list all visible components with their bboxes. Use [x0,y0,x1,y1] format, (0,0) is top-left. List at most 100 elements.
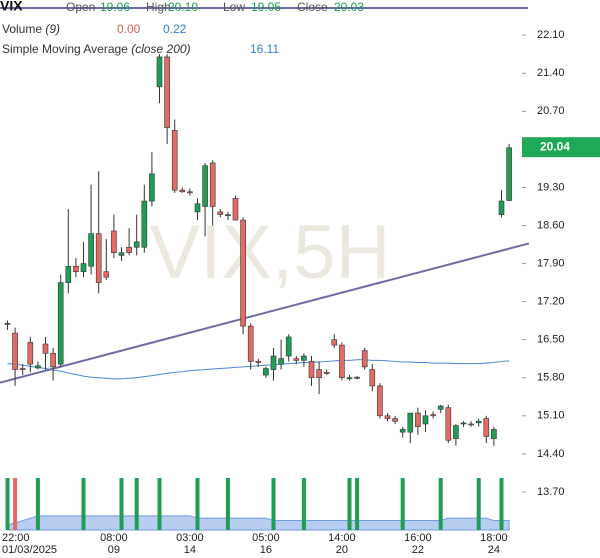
x-date-label: 01/03/2025 [2,544,57,556]
x-date-label: 14 [184,544,196,556]
volume-bar [119,478,124,530]
candle-body [27,342,34,365]
candle-body [187,191,193,194]
volume-ma-area [7,515,510,531]
candle-body [422,415,429,425]
candle-body [346,377,353,380]
candle-body [103,271,110,278]
y-tick-label: 21.40 [537,67,565,79]
volume-bar [476,478,481,530]
trend-line [0,242,530,384]
volume-bar [355,478,360,530]
candle-body [95,233,102,283]
sma-label: Simple Moving Average (close 200) [2,42,191,56]
symbol: VIX [0,0,23,14]
x-date-label: 22 [412,544,424,556]
x-tick-label: 08:00 [100,532,128,544]
y-tick-label: 20.70 [537,105,565,117]
candle-body [164,56,170,128]
candle-body [437,405,444,410]
candle-body [247,325,254,362]
candle-body [361,350,368,368]
sma-param: (close 200) [131,42,190,56]
candle-body [331,339,338,346]
volume-bar [438,478,443,530]
candle-body [65,265,72,283]
y-tick-label: 16.50 [537,334,565,346]
candle-body [35,365,41,369]
open-label: Open [66,0,95,14]
y-tick-label: 17.20 [537,296,565,308]
y-tick-label: 18.60 [537,219,565,231]
volume-bar [499,478,504,530]
last-price-label: 20.04 [540,139,570,153]
candle-body [171,130,178,191]
volume-bar [81,478,86,530]
candle-body [240,219,246,327]
candle-body [263,368,269,376]
candle-body [498,200,505,215]
candle-body [316,369,322,379]
candle-body [377,385,383,417]
open-value: 19.06 [100,0,130,14]
volume-label: Volume (9) [2,22,60,36]
volume-bar [301,478,306,530]
candle-body [88,233,94,267]
x-date-label: 16 [260,544,272,556]
low-value: 19.05 [251,0,281,14]
x-tick-label: 03:00 [176,532,204,544]
candle-body [415,412,421,427]
x-date-label: 24 [488,544,500,556]
last-price-badge [522,137,600,158]
candle-body [133,241,140,248]
header: VIX Open 19.06 High 20.10 Low 19.05 Clos… [0,0,364,56]
volume-bar [400,478,405,530]
candle-body [430,414,436,417]
candle-body [156,56,163,88]
candle-body [57,282,64,365]
candle-body [354,376,360,379]
candle-body [202,165,208,207]
candle-body [209,162,216,207]
y-tick-label: 19.30 [537,181,565,193]
volume-bar [271,478,276,530]
volume-param: (9) [45,22,60,36]
high-value: 20.10 [168,0,198,14]
candle-body [285,336,292,357]
candle-body [111,230,117,253]
volume-name: Volume [2,22,42,36]
candle-body [392,418,398,422]
y-tick-label: 14.40 [537,448,565,460]
x-date-label: 09 [108,544,120,556]
candle-body [42,343,49,354]
x-tick-label: 22:00 [2,532,30,544]
sma-name: Simple Moving Average [2,42,128,56]
y-tick-label: 15.80 [537,372,565,384]
candle-body [12,332,18,370]
volume-bar [347,478,352,530]
candle-body [126,246,132,253]
volume-ma-value: 0.22 [163,22,187,36]
high-label: High [146,0,171,14]
candle-body [50,352,56,368]
candle-body [475,420,482,424]
candle-body [453,425,459,439]
y-tick-label: 17.90 [537,257,565,269]
x-tick-label: 05:00 [252,532,280,544]
x-date-label: 20 [336,544,348,556]
sma-value: 16.11 [250,42,279,56]
watermark: VIX,5H [150,210,391,295]
candle-body [118,252,125,256]
candle-body [270,355,277,370]
candle-body [73,265,79,273]
candle-body [468,423,474,426]
candle-body [293,358,300,361]
candle-body [194,203,201,213]
candle-body [460,422,467,425]
candle-body [19,368,26,370]
candle-body [4,323,11,325]
candle-body [225,214,231,217]
close-value: 20.03 [334,0,364,14]
close-label: Close [297,0,328,14]
